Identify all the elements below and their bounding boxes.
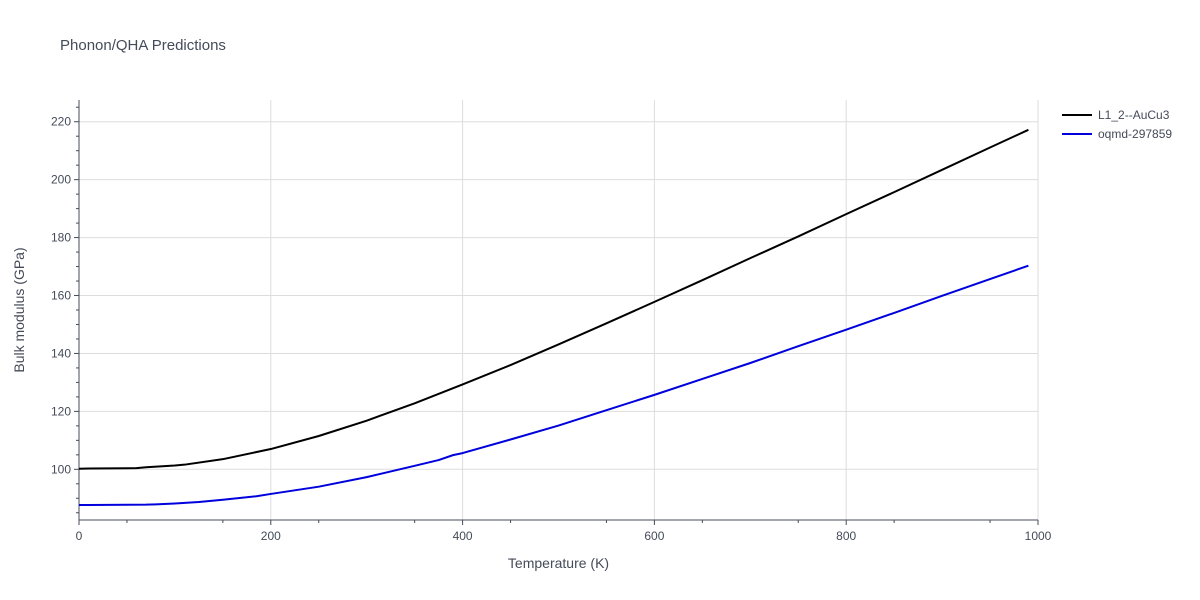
x-ticks: 0 200 400 600 800 1000 [76,520,1052,543]
chart-title: Phonon/QHA Predictions [60,37,226,54]
legend-label: L1_2--AuCu3 [1098,108,1170,122]
x-axis-label: Temperature (K) [508,555,609,571]
y-tick-label: 160 [51,289,71,303]
x-tick-label: 600 [644,529,664,543]
x-tick-label: 800 [836,529,856,543]
x-tick-label: 1000 [1025,529,1052,543]
y-tick-label: 220 [51,115,71,129]
series-line-1 [79,264,1029,506]
x-tick-label: 0 [76,529,83,543]
series-line-0 [78,128,1029,470]
grid [79,100,1039,520]
legend-item-1[interactable]: oqmd-297859 [1062,127,1172,141]
legend-label: oqmd-297859 [1098,127,1172,141]
y-tick-label: 120 [51,404,71,418]
series-lines [78,128,1029,506]
x-tick-label: 400 [453,529,473,543]
x-tick-label: 200 [261,529,281,543]
legend-item-0[interactable]: L1_2--AuCu3 [1062,108,1170,122]
y-tick-label: 200 [51,173,71,187]
y-tick-label: 140 [51,346,71,360]
axes [78,100,1038,521]
y-tick-label: 100 [51,462,71,476]
y-ticks: 100 120 140 160 180 200 220 [51,106,79,514]
y-axis-label: Bulk modulus (GPa) [11,247,27,372]
y-tick-label: 180 [51,231,71,245]
legend[interactable]: L1_2--AuCu3 oqmd-297859 [1062,108,1172,141]
